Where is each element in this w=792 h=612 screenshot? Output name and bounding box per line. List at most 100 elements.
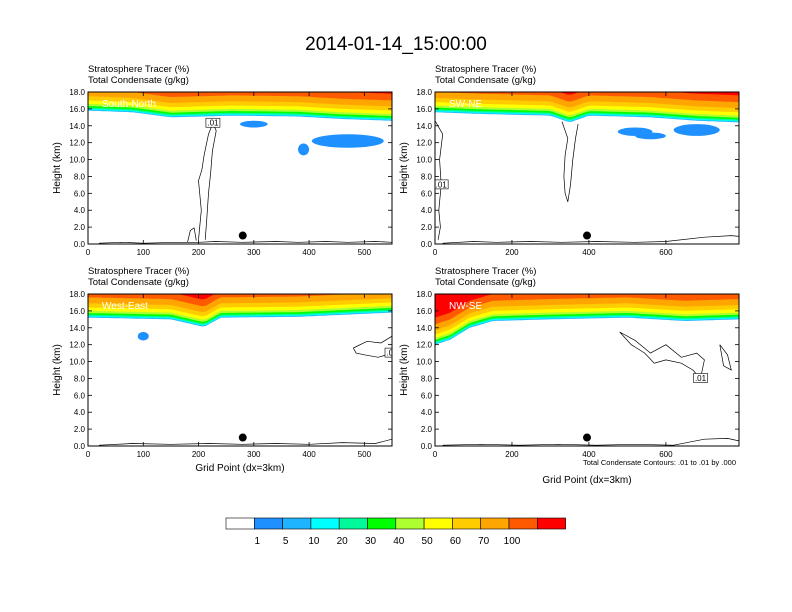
condensate-contour bbox=[187, 227, 197, 243]
colorbar-label: 50 bbox=[422, 536, 434, 547]
tracer-band-2 bbox=[435, 92, 739, 103]
y-tick-label: 8.0 bbox=[74, 172, 86, 181]
tracer-blob bbox=[137, 332, 149, 341]
y-axis-label: Height (km) bbox=[52, 142, 63, 194]
contour-label: .01 bbox=[207, 119, 219, 128]
condensate-contour bbox=[719, 344, 732, 371]
y-tick-label: 10.0 bbox=[69, 156, 85, 165]
y-tick-label: 4.0 bbox=[421, 206, 433, 215]
colorbar-swatch bbox=[367, 517, 397, 530]
plot-frame bbox=[87, 293, 393, 447]
colorbar-label: 20 bbox=[337, 536, 349, 547]
y-tick-label: 18.0 bbox=[416, 290, 432, 299]
y-tick-label: 4.0 bbox=[74, 206, 86, 215]
y-tick-label: 2.0 bbox=[421, 425, 433, 434]
tracer-blob bbox=[240, 120, 268, 128]
y-tick-label: 0.0 bbox=[74, 240, 86, 249]
y-tick-label: 2.0 bbox=[74, 425, 86, 434]
panel-name: SW-NE bbox=[449, 99, 482, 110]
x-tick-label: 500 bbox=[358, 450, 372, 459]
contour-label: .01 bbox=[386, 349, 398, 358]
condensate-contour bbox=[352, 335, 392, 358]
panels-group: .01 South-North 0.0 2.0 4.0 6.0 8.0 10.0 12.0 14.… bbox=[52, 64, 740, 486]
tracer-blob bbox=[311, 134, 384, 148]
contour-note: Total Condensate Contours: .01 to .01 by… bbox=[583, 458, 736, 467]
colorbar-swatch bbox=[310, 517, 340, 530]
y-tick-label: 14.0 bbox=[416, 122, 432, 131]
x-tick-label: 200 bbox=[505, 450, 519, 459]
colorbar-swatch bbox=[338, 517, 368, 530]
contour-label-box bbox=[384, 347, 392, 358]
y-tick-label: 12.0 bbox=[416, 341, 432, 350]
colorbar-swatch bbox=[508, 517, 538, 530]
y-tick-label: 6.0 bbox=[421, 391, 433, 400]
y-tick-label: 2.0 bbox=[421, 223, 433, 232]
contour-label: .01 bbox=[695, 374, 707, 383]
y-axis-label: Height (km) bbox=[399, 344, 410, 396]
x-tick-label: 200 bbox=[192, 248, 206, 257]
x-tick-label: 0 bbox=[86, 450, 91, 459]
y-tick-label: 6.0 bbox=[74, 189, 86, 198]
y-tick-label: 16.0 bbox=[69, 307, 85, 316]
tracer-band-2 bbox=[88, 92, 392, 101]
x-tick-label: 400 bbox=[302, 450, 316, 459]
x-tick-label: 0 bbox=[433, 248, 438, 257]
y-tick-label: 2.0 bbox=[74, 223, 86, 232]
y-tick-label: 8.0 bbox=[421, 172, 433, 181]
panel-name: NW-SE bbox=[449, 301, 482, 312]
colorbar-swatch bbox=[254, 517, 283, 530]
condensate-contour bbox=[442, 438, 739, 446]
y-tick-label: 4.0 bbox=[74, 408, 86, 417]
y-tick-label: 6.0 bbox=[421, 189, 433, 198]
tracer-blob bbox=[298, 143, 310, 156]
x-tick-label: 600 bbox=[659, 248, 673, 257]
panel-header-tracer: Stratosphere Tracer (%) bbox=[435, 266, 536, 277]
y-tick-label: 10.0 bbox=[416, 358, 432, 367]
y-tick-label: 6.0 bbox=[74, 391, 86, 400]
tracer-band-2 bbox=[88, 294, 392, 307]
y-tick-label: 18.0 bbox=[416, 88, 432, 97]
y-tick-label: 0.0 bbox=[421, 442, 433, 451]
condensate-contour bbox=[442, 235, 739, 244]
y-tick-label: 4.0 bbox=[421, 408, 433, 417]
x-tick-label: 400 bbox=[582, 450, 596, 459]
contour-label-box bbox=[205, 117, 221, 128]
x-tick-label: 100 bbox=[137, 248, 151, 257]
colorbar-swatch bbox=[536, 517, 566, 530]
colorbar-label: 10 bbox=[308, 536, 320, 547]
plot-area: .01 bbox=[88, 294, 398, 446]
x-tick-label: 300 bbox=[247, 450, 261, 459]
contour-label-box bbox=[435, 179, 449, 190]
plot-area: .01 bbox=[435, 294, 739, 446]
panel-header-tracer: Stratosphere Tracer (%) bbox=[88, 64, 189, 75]
x-tick-label: 400 bbox=[302, 248, 316, 257]
plot-area: .01 bbox=[435, 92, 739, 244]
x-tick-label: 0 bbox=[86, 248, 91, 257]
y-tick-label: 12.0 bbox=[69, 341, 85, 350]
y-tick-label: 16.0 bbox=[416, 307, 432, 316]
x-tick-label: 100 bbox=[137, 450, 151, 459]
panel-nw-se: .01 NW-SE 0.0 2.0 4.0 6.0 8.0 10.0 12.0 14.0 16.0 1… bbox=[399, 266, 740, 486]
colorbar-label: 30 bbox=[365, 536, 377, 547]
contour-label-box bbox=[693, 373, 708, 383]
location-marker bbox=[238, 231, 247, 240]
colorbar-swatch bbox=[423, 517, 453, 530]
condensate-contour bbox=[561, 121, 579, 202]
y-axis-label: Height (km) bbox=[52, 344, 63, 396]
panel-south-north: .01 South-North 0.0 2.0 4.0 6.0 8.0 10.0 12.0 14.… bbox=[52, 64, 393, 257]
plot-frame bbox=[434, 91, 740, 245]
location-marker bbox=[583, 231, 591, 240]
x-tick-label: 600 bbox=[659, 450, 673, 459]
figure-title: 2014-01-14_15:00:00 bbox=[305, 34, 487, 55]
panel-name: West-East bbox=[102, 301, 148, 312]
x-tick-label: 400 bbox=[582, 248, 596, 257]
y-tick-label: 0.0 bbox=[74, 442, 86, 451]
x-axis-label: Grid Point (dx=3km) bbox=[195, 463, 284, 474]
plot-background bbox=[88, 294, 392, 446]
colorbar-label: 60 bbox=[450, 536, 462, 547]
panel-header-condensate: Total Condensate (g/kg) bbox=[435, 75, 536, 86]
colorbar-label: 70 bbox=[478, 536, 490, 547]
x-tick-label: 300 bbox=[247, 248, 261, 257]
y-tick-label: 12.0 bbox=[69, 139, 85, 148]
panel-header-condensate: Total Condensate (g/kg) bbox=[88, 277, 189, 288]
